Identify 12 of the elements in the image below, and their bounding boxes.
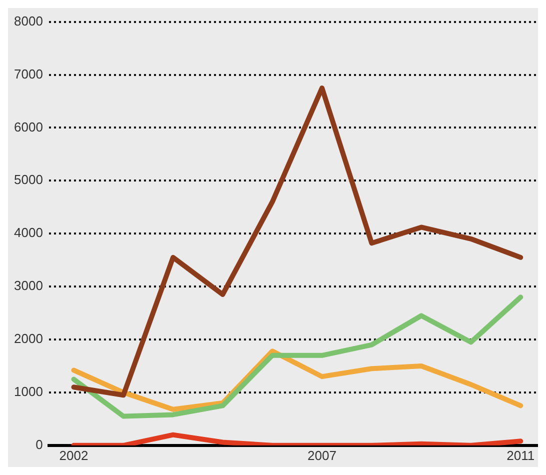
y-tick-label: 7000 [14, 66, 43, 82]
x-tick-label: 2002 [59, 448, 88, 463]
y-tick-label: 2000 [14, 331, 43, 346]
y-tick-label: 4000 [14, 225, 43, 240]
y-tick-label: 5000 [14, 172, 43, 188]
y-tick-label: 6000 [14, 119, 43, 134]
y-tick-label: 8000 [14, 13, 43, 28]
y-tick-label: 1000 [14, 384, 43, 400]
y-tick-label: 3000 [14, 278, 43, 294]
y-tick-label: 0 [36, 436, 43, 452]
x-tick-label: 2007 [308, 448, 336, 463]
x-tick-label: 2011 [506, 448, 535, 463]
